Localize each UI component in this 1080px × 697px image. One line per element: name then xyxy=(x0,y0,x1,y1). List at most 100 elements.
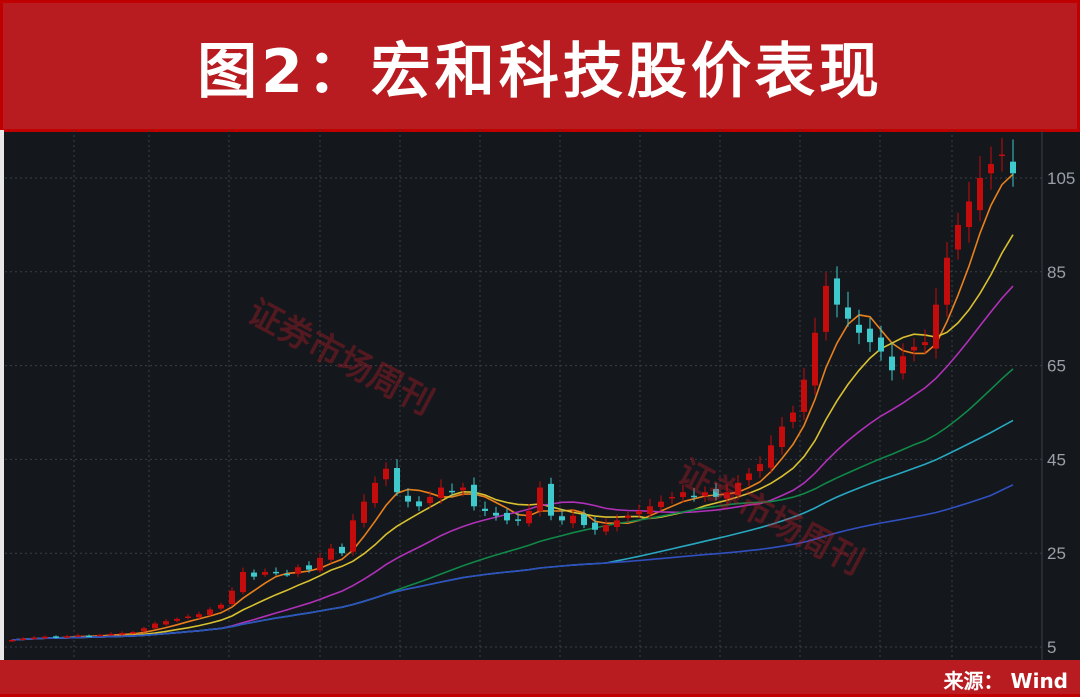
ma20-line xyxy=(11,285,1014,641)
candle-body xyxy=(592,522,598,530)
candle-body xyxy=(779,426,785,448)
candle-body xyxy=(1010,161,1016,174)
candle-body xyxy=(526,510,532,524)
candle-body xyxy=(416,501,422,507)
candle-body xyxy=(625,515,631,518)
candle-body xyxy=(878,337,884,352)
candle-body xyxy=(372,482,378,504)
candle-body xyxy=(680,492,686,498)
candle-body xyxy=(449,490,455,493)
candle-body xyxy=(933,304,939,349)
candle-body xyxy=(889,356,895,371)
candle-body xyxy=(361,501,367,523)
ma5-line xyxy=(11,173,1014,641)
y-axis: 5 25 45 65 85 105 xyxy=(1047,169,1075,657)
candle-body xyxy=(867,328,873,343)
candle-body xyxy=(955,224,961,250)
y-tick-label: 5 xyxy=(1047,638,1056,657)
candle-body xyxy=(636,510,642,515)
candle-body xyxy=(493,512,499,516)
candle-body xyxy=(53,636,59,638)
candle-body xyxy=(944,257,950,305)
candle-body xyxy=(152,623,158,629)
candle-body xyxy=(427,496,433,504)
candle-body xyxy=(119,632,125,635)
ma55-line xyxy=(11,419,1014,641)
candle-body xyxy=(812,332,818,386)
title-banner: 图2：宏和科技股价表现 xyxy=(0,0,1080,132)
candle-body xyxy=(284,573,290,576)
candle-body xyxy=(64,636,70,638)
candle-body xyxy=(394,468,400,493)
candle-body xyxy=(713,488,719,497)
candle-body xyxy=(834,278,840,305)
candle-body xyxy=(856,324,862,333)
y-tick-label: 105 xyxy=(1047,169,1075,188)
candle-body xyxy=(966,201,972,228)
y-tick-label: 65 xyxy=(1047,357,1066,376)
candle-body xyxy=(317,557,323,571)
candle-body xyxy=(339,546,345,554)
candle-body xyxy=(240,571,246,593)
candle-body xyxy=(691,495,697,498)
candle-body xyxy=(163,621,169,625)
candle-body xyxy=(746,473,752,481)
candle-body xyxy=(702,492,708,496)
source-label: 来源： Wind xyxy=(943,669,1068,693)
candle-body xyxy=(97,634,103,637)
candle-body xyxy=(647,506,653,514)
candle-body xyxy=(141,628,147,632)
candle-body xyxy=(911,346,917,351)
candle-body xyxy=(768,445,774,468)
candles xyxy=(9,138,1016,642)
candle-body xyxy=(262,571,268,575)
candle-body xyxy=(999,154,1005,157)
footer: 来源： Wind xyxy=(0,660,1080,697)
candle-body xyxy=(130,631,136,634)
candle-body xyxy=(845,307,851,319)
candle-body xyxy=(273,571,279,574)
y-tick-label: 85 xyxy=(1047,263,1066,282)
candle-body xyxy=(669,496,675,499)
candle-body xyxy=(42,636,48,639)
candle-body xyxy=(295,567,301,574)
ma10-line xyxy=(11,234,1014,641)
candle-body xyxy=(185,616,191,619)
candle-body xyxy=(108,633,114,636)
candle-body xyxy=(482,508,488,511)
candle-body xyxy=(548,483,554,516)
ma35-line xyxy=(11,368,1014,641)
candle-body xyxy=(383,468,389,480)
candle-body xyxy=(405,495,411,502)
candle-body xyxy=(735,482,741,496)
candle-body xyxy=(922,342,928,346)
candle-body xyxy=(900,356,906,374)
candle-body xyxy=(75,635,81,637)
candle-body xyxy=(328,548,334,560)
candle-body xyxy=(174,618,180,621)
candle-body xyxy=(504,512,510,521)
candle-body xyxy=(86,635,92,638)
candle-body xyxy=(196,614,202,618)
candle-body xyxy=(658,501,664,508)
candle-body xyxy=(31,637,37,640)
candle-body xyxy=(229,590,235,605)
candle-body xyxy=(207,609,213,615)
left-border xyxy=(0,130,4,660)
y-tick-label: 45 xyxy=(1047,450,1066,469)
candle-body xyxy=(9,639,15,642)
ma90-line xyxy=(11,484,1014,641)
chart-title: 图2：宏和科技股价表现 xyxy=(197,36,883,107)
candle-body xyxy=(537,487,543,512)
y-tick-label: 25 xyxy=(1047,544,1066,563)
candle-body xyxy=(218,604,224,609)
candle-body xyxy=(20,638,26,641)
candle-body xyxy=(823,285,829,332)
candle-body xyxy=(438,487,444,499)
candle-body xyxy=(603,525,609,532)
candle-body xyxy=(790,412,796,422)
candle-body xyxy=(515,519,521,521)
candle-body xyxy=(559,516,565,521)
candle-body xyxy=(757,464,763,472)
